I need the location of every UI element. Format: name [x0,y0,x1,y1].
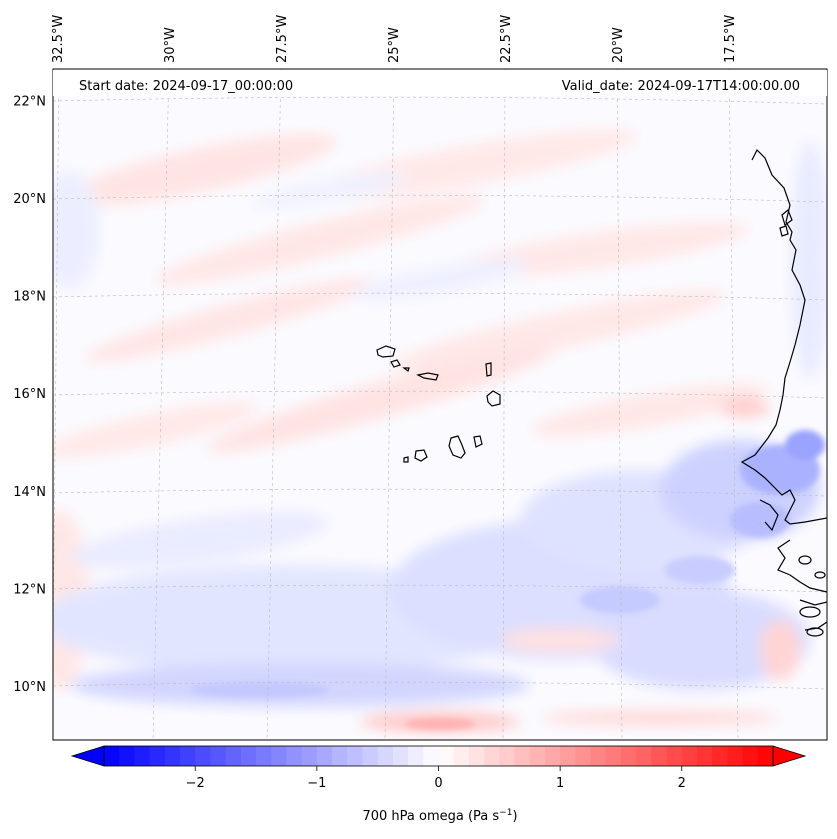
bay-shape [759,499,779,532]
start-date-label: Start date: 2024-09-17_00:00:00 [79,79,293,94]
colorbar-cell [104,746,120,766]
lat-tick-label: 22°N [13,94,46,109]
colorbar-cell [240,746,257,766]
omega-field-soft [53,129,827,732]
colorbar-cell [225,746,242,766]
colorbar-cell [544,746,561,766]
colorbar-tick-label: 2 [678,776,686,791]
colorbar-cell [286,746,303,766]
bissagos-coast [799,599,827,606]
colorbar-cell [423,746,439,766]
colorbar-cell [195,746,211,766]
colorbar-tick-label: −2 [186,776,205,791]
map-axes: Start date: 2024-09-17_00:00:00 Valid_da… [52,68,828,741]
colorbar-cell [392,746,409,766]
lon-tick-label: 17.5°W [723,15,738,63]
colorbar-cell [332,746,348,766]
island-sao-vicente [390,359,401,368]
colorbar-cell [696,746,713,766]
colorbar-cell [347,746,363,766]
colorbar-cell [256,746,272,766]
colorbar-cell [651,746,668,766]
colorbar-cell [180,746,196,766]
longitude-tick-labels: 32.5°W 30°W 27.5°W 25°W 22.5°W 20°W 17.5°W [51,15,738,63]
island-santiago [448,435,466,459]
map-frame [52,68,828,741]
lon-tick-label: 22.5°W [499,15,514,63]
island-sao-nicolau [416,372,439,381]
island-brava [403,456,409,463]
colorbar-cell [484,746,500,766]
colorbar-cell [560,746,576,766]
island-maio [473,435,483,448]
colorbar-cell [301,746,318,766]
colorbar-cell [362,746,379,766]
lon-tick-label: 30°W [163,27,178,63]
colorbar-tick-label: −1 [307,776,326,791]
omega-field-strong [190,430,825,730]
colorbar-cells [104,746,774,766]
island-santo-antao [376,345,396,358]
colorbar-cell [620,746,637,766]
colorbar-cell [377,746,394,766]
colorbar-cell [164,746,181,766]
lon-tick-label: 25°W [387,27,402,63]
colorbar-cell [514,746,531,766]
africa-coastline [740,148,827,525]
colorbar: −2 −1 0 1 2 700 hPa omega (Pa s−1) [70,745,807,824]
colorbar-extend-low [70,745,105,767]
colorbar-cell [271,746,287,766]
colorbar-cell [605,746,622,766]
lat-tick-label: 12°N [13,582,46,597]
lat-tick-label: 14°N [13,485,46,500]
island-fogo [414,449,428,462]
colorbar-cell [727,746,744,766]
island-santa-luzia [402,367,410,372]
lat-tick-label: 10°N [13,680,46,695]
island-boa-vista [486,390,501,407]
colorbar-extend-high [772,745,807,767]
omega-field [53,96,827,740]
colorbar-cell [468,746,485,766]
colorbar-label: 700 hPa omega (Pa s−1) [362,808,517,824]
lat-tick-label: 18°N [13,290,46,305]
colorbar-cell [757,746,774,766]
colorbar-ticks: −2 −1 0 1 2 [186,766,686,791]
latitude-tick-labels: 22°N 20°N 18°N 16°N 14°N 12°N 10°N [13,94,46,695]
colorbar-cell [742,746,759,766]
colorbar-cell [119,746,135,766]
colorbar-tick-label: 0 [434,776,442,791]
lon-tick-label: 27.5°W [275,15,290,63]
colorbar-cell [529,746,546,766]
colorbar-cell [575,746,592,766]
colorbar-cell [712,746,728,766]
colorbar-tick-label: 1 [556,776,564,791]
colorbar-cell [499,746,516,766]
guinea-coastline [777,539,827,593]
colorbar-cell [134,746,151,766]
valid-date-label: Valid_date: 2024-09-17T14:00:00.00 [562,79,800,94]
colorbar-cell [590,746,607,766]
coastlines [376,148,827,637]
lon-tick-label: 20°W [611,27,626,63]
lat-tick-label: 16°N [13,387,46,402]
island-sal [485,362,492,377]
colorbar-cell [438,746,455,766]
lon-tick-label: 32.5°W [51,15,66,63]
colorbar-cell [210,746,227,766]
colorbar-cell [453,746,470,766]
colorbar-cell [681,746,698,766]
colorbar-cell [149,746,166,766]
colorbar-cell [408,746,424,766]
colorbar-cell [666,746,683,766]
colorbar-cell [316,746,333,766]
lat-tick-label: 20°N [13,192,46,207]
colorbar-cell [636,746,652,766]
